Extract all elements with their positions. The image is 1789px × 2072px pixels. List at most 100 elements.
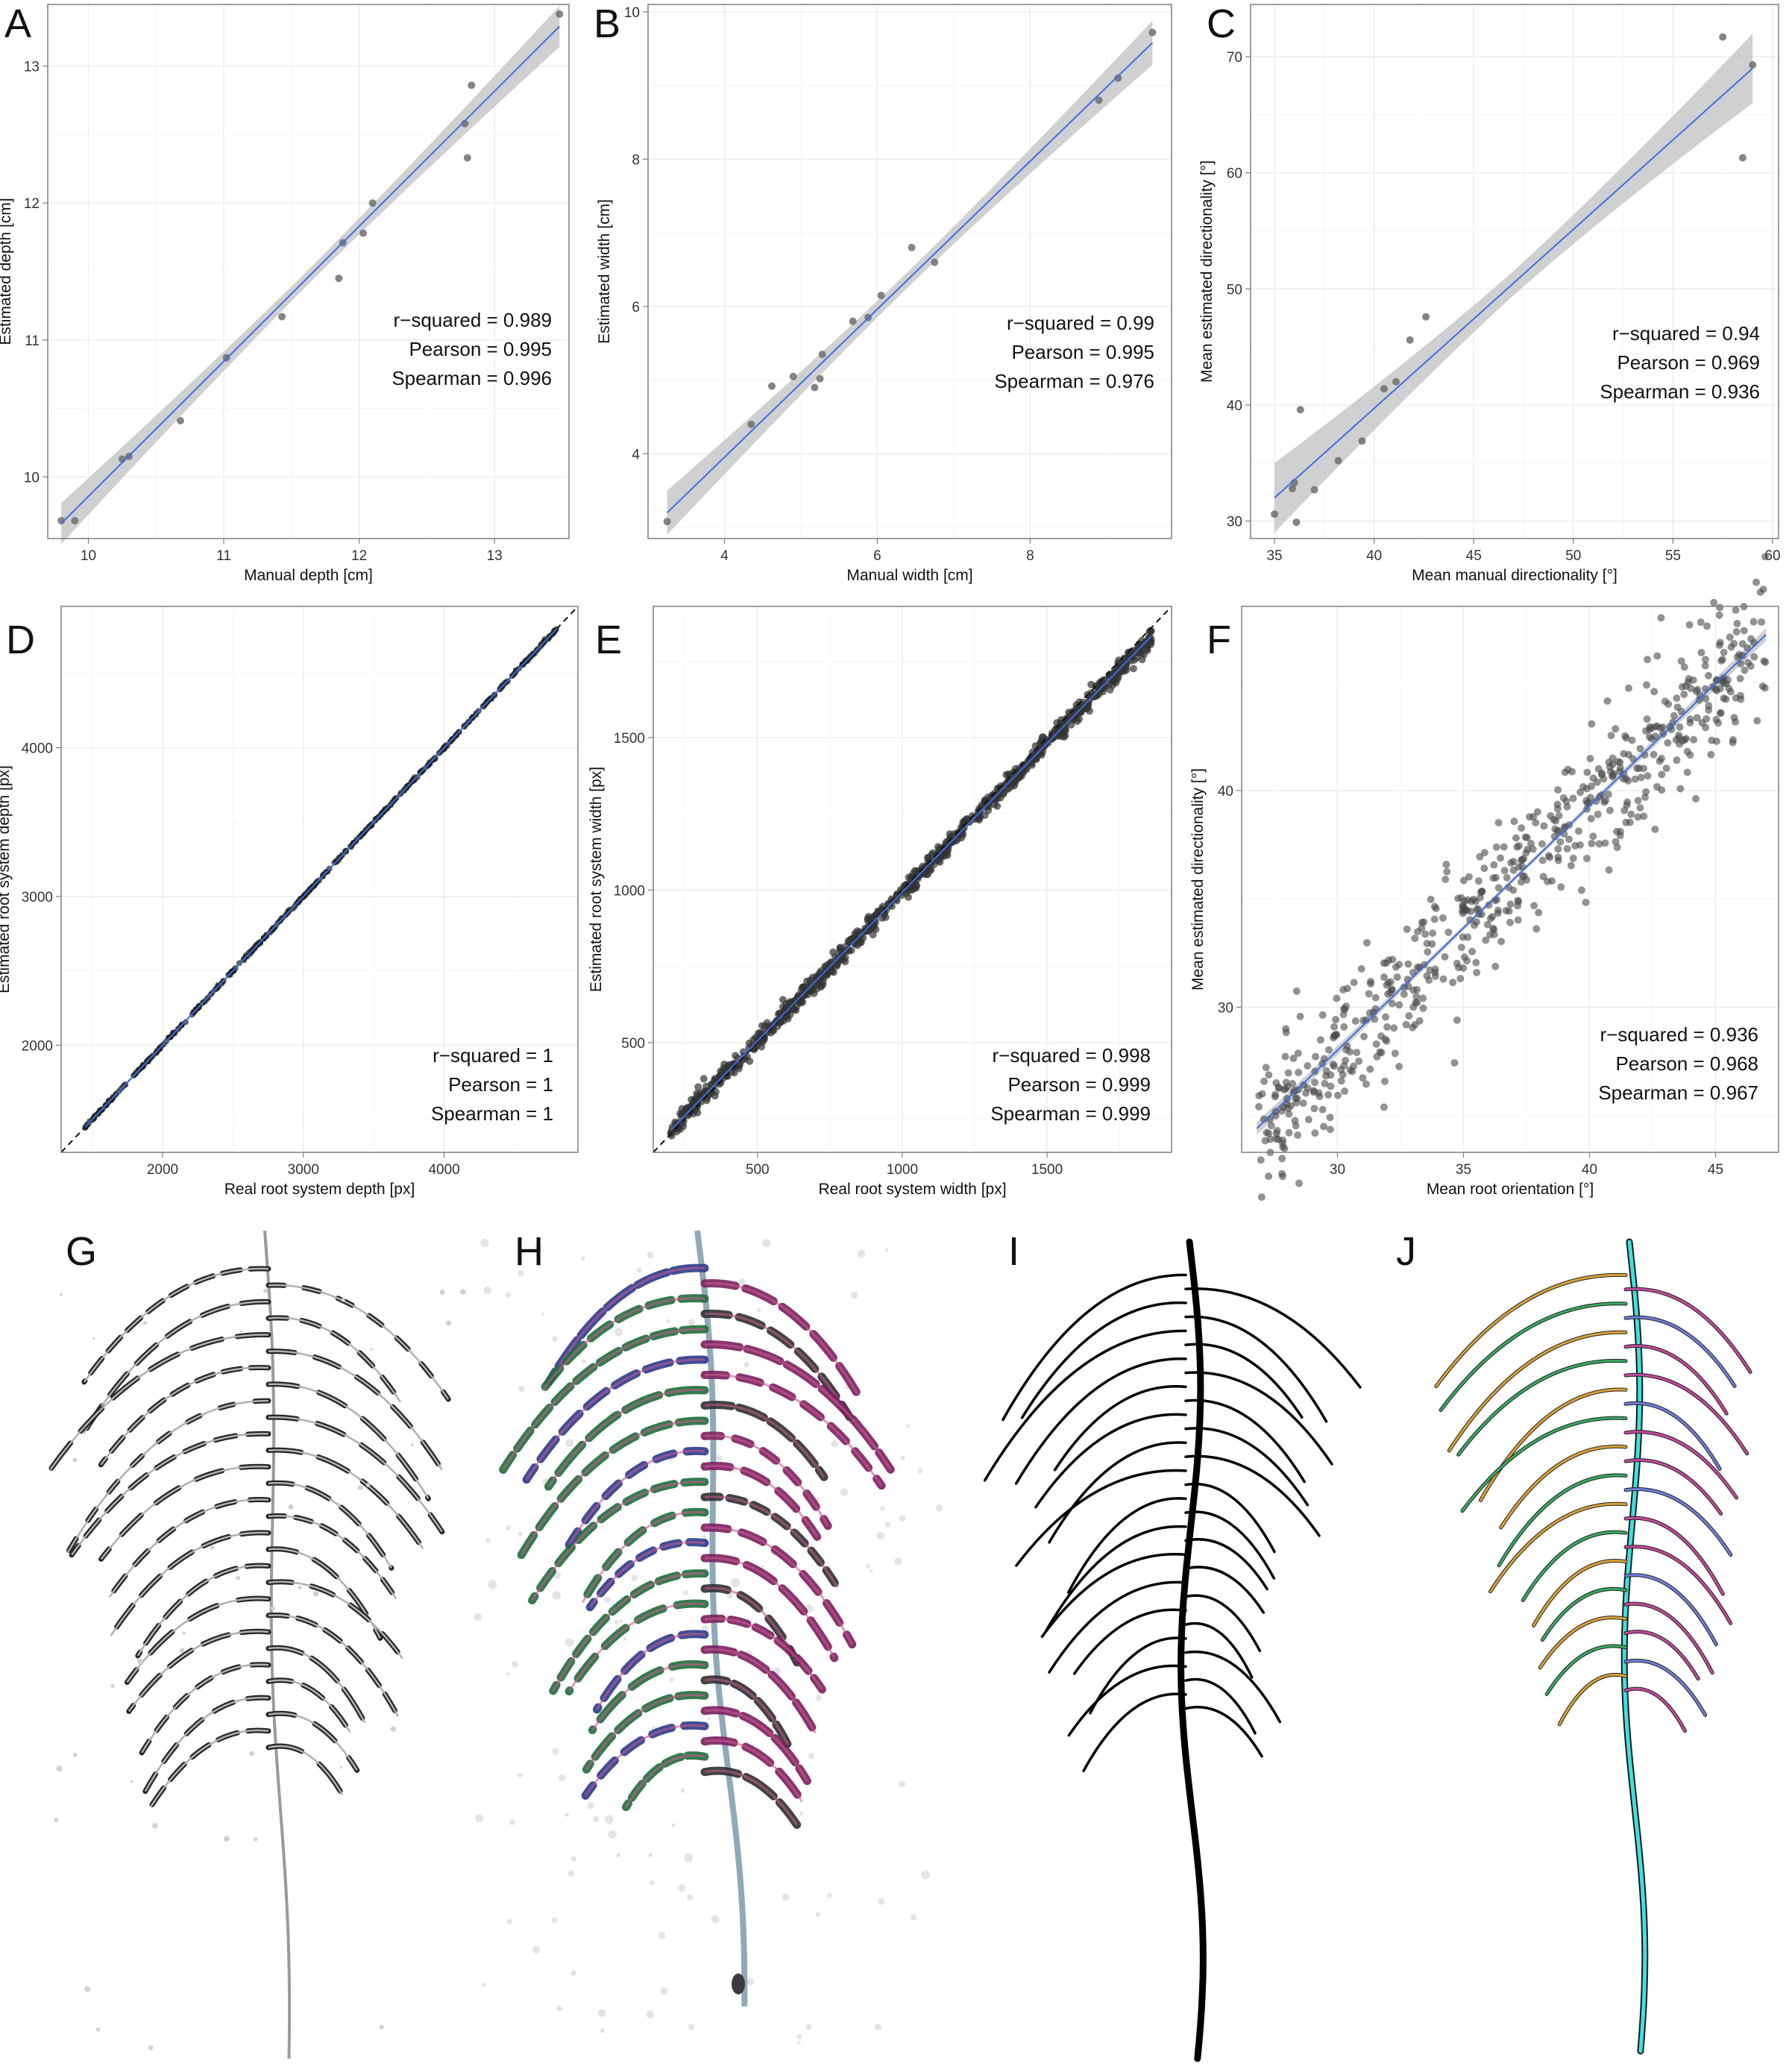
data-point	[1529, 845, 1537, 853]
lateral-root-edge	[520, 1419, 705, 1556]
data-point	[1464, 933, 1472, 941]
panel-letter-i: I	[1008, 1229, 1019, 1274]
plot-frame	[653, 606, 1172, 1153]
data-point	[1341, 1087, 1349, 1096]
data-point	[1265, 1172, 1273, 1181]
noise-speck	[604, 1815, 614, 1824]
data-point	[1523, 876, 1531, 884]
data-point	[1701, 662, 1709, 670]
y-tick-label: 4	[632, 447, 640, 462]
data-point	[1569, 794, 1577, 803]
noise-speck	[669, 1677, 675, 1683]
data-point	[1697, 648, 1705, 656]
lateral-root-faint	[268, 1745, 344, 1795]
data-point	[1616, 764, 1624, 772]
noise-speck	[541, 1312, 544, 1316]
lateral-root-edge	[525, 1358, 705, 1481]
lateral-root	[1435, 1273, 1627, 1388]
data-point	[908, 243, 916, 251]
regression-line	[666, 42, 1154, 514]
noise-speck	[439, 1290, 445, 1296]
data-point	[1257, 1156, 1265, 1164]
y-tick-label: 40	[1218, 784, 1233, 800]
noise-speck	[370, 1348, 373, 1351]
data-point	[1701, 656, 1709, 664]
lateral-root	[65, 1398, 271, 1555]
data-point	[1643, 715, 1651, 723]
noise-speck	[677, 1884, 686, 1892]
noise-speck	[688, 2024, 695, 2030]
data-point	[1747, 635, 1755, 643]
data-point	[1705, 702, 1713, 710]
data-point	[1491, 962, 1500, 970]
data-point	[1460, 953, 1468, 961]
data-point	[1592, 797, 1600, 806]
plot-frame	[1250, 4, 1779, 539]
stat-1: Pearson = 0.995	[409, 338, 552, 360]
x-tick-label: 30	[1330, 1162, 1345, 1178]
data-point	[754, 1034, 762, 1042]
data-point	[1506, 918, 1514, 926]
data-point	[1459, 876, 1468, 885]
data-point	[1555, 811, 1563, 820]
y-axis-title: Estimated width [cm]	[596, 199, 613, 344]
lateral-root	[1048, 1441, 1187, 1544]
data-point	[1677, 707, 1685, 715]
lateral-root	[1624, 1687, 1686, 1733]
data-point	[278, 313, 286, 321]
lateral-root	[1184, 1427, 1309, 1507]
noise-speck	[254, 1837, 258, 1842]
stat-1: Pearson = 1	[448, 1073, 553, 1096]
noise-speck	[757, 1308, 761, 1313]
data-point	[1532, 819, 1540, 827]
plot-frame	[60, 606, 579, 1153]
data-point	[1625, 684, 1633, 692]
data-point	[1740, 627, 1748, 635]
lateral-root	[1082, 1692, 1187, 1773]
noise-speck	[512, 1660, 519, 1668]
data-point	[1278, 1172, 1286, 1181]
data-point	[1694, 685, 1702, 694]
data-point	[1582, 855, 1591, 863]
data-point	[1400, 990, 1408, 998]
lateral-root	[1457, 1359, 1627, 1456]
data-point	[1527, 839, 1535, 847]
noise-speck	[298, 1586, 302, 1590]
noise-speck	[56, 1765, 63, 1772]
y-tick-label: 70	[1227, 50, 1242, 66]
noise-speck	[236, 1575, 241, 1580]
data-point	[215, 982, 221, 988]
noise-speck	[900, 1455, 905, 1461]
root-tip	[732, 1974, 745, 1994]
plot-frame	[647, 4, 1172, 539]
data-point	[1393, 973, 1401, 982]
noise-speck	[534, 1244, 542, 1252]
stat-2: Spearman = 0.936	[1600, 380, 1760, 403]
lateral-root	[1020, 1302, 1187, 1419]
data-point	[811, 383, 819, 392]
noise-speck	[597, 2009, 606, 2018]
data-point	[1569, 854, 1577, 862]
data-point	[1628, 736, 1636, 744]
data-point	[1324, 1046, 1333, 1054]
lateral-root	[1624, 1545, 1732, 1624]
data-point	[1087, 680, 1095, 688]
data-point	[1595, 840, 1603, 848]
data-point	[1450, 1058, 1459, 1067]
noise-speck	[481, 1982, 486, 1987]
data-point	[1129, 665, 1137, 673]
data-point	[984, 793, 992, 801]
lateral-root-faint	[268, 1416, 443, 1533]
lateral-root-edge	[704, 1709, 808, 1782]
stat-2: Spearman = 0.967	[1598, 1081, 1758, 1104]
data-point	[1424, 948, 1432, 956]
data-point	[1556, 838, 1565, 846]
x-tick-label: 40	[1366, 548, 1382, 564]
noise-speck	[738, 1278, 746, 1285]
data-point	[1563, 845, 1571, 853]
noise-speck	[474, 1613, 482, 1622]
data-point	[1738, 154, 1746, 162]
data-point	[1391, 1049, 1399, 1058]
lateral-root-faint	[268, 1383, 430, 1499]
data-point	[1576, 788, 1585, 797]
